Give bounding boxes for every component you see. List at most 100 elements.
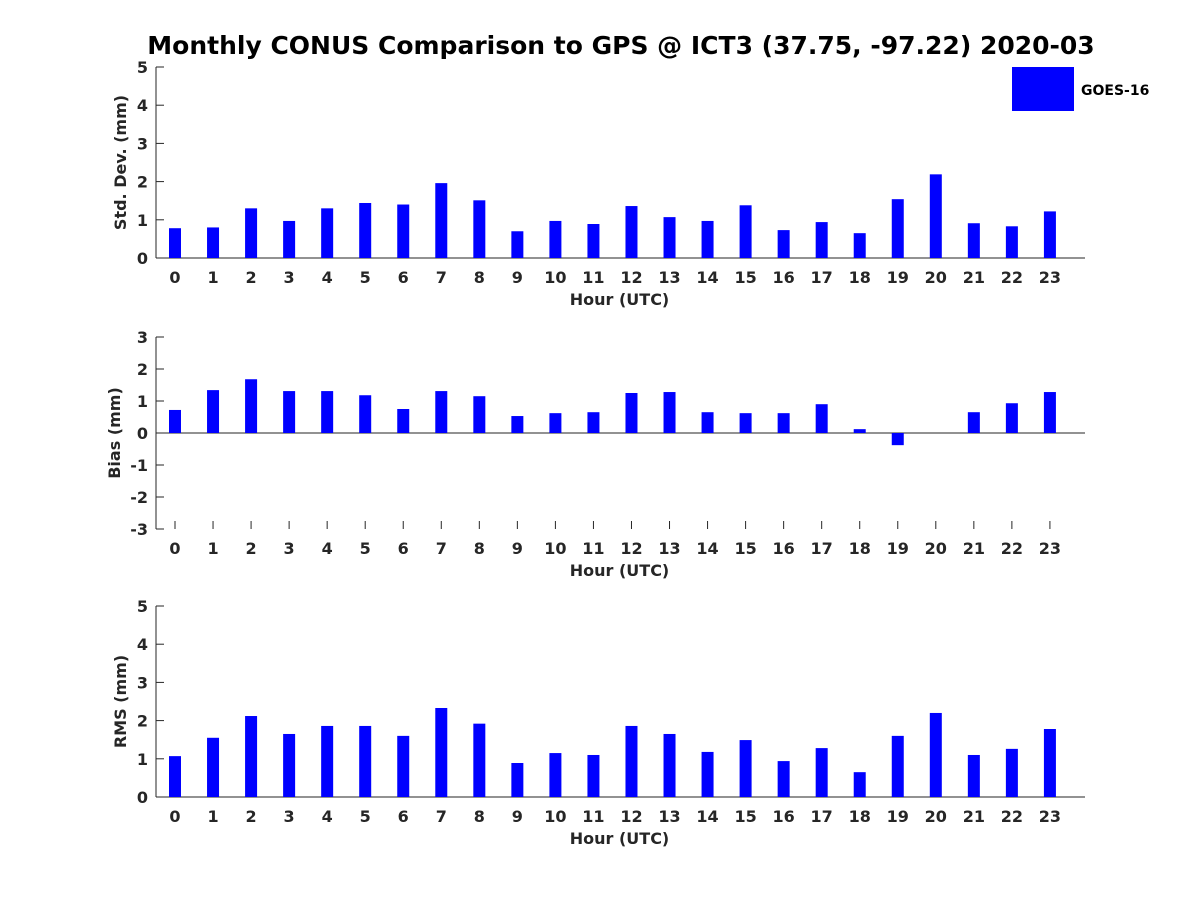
bar-hour-19 xyxy=(891,735,904,797)
bar-hour-5 xyxy=(359,725,372,797)
y-tick-label: -1 xyxy=(130,456,148,475)
x-tick-label: 2 xyxy=(246,807,257,826)
y-axis-label: Std. Dev. (mm) xyxy=(111,95,130,230)
x-tick-label: 18 xyxy=(849,268,871,287)
bar-hour-4 xyxy=(321,725,334,797)
y-tick-label: -3 xyxy=(130,520,148,539)
bar-hour-6 xyxy=(397,204,410,258)
bar-hour-10 xyxy=(549,413,562,433)
x-tick-label: 11 xyxy=(582,807,604,826)
bar-hour-20 xyxy=(929,174,942,258)
bar-hour-7 xyxy=(435,183,448,258)
x-tick-label: 9 xyxy=(512,268,523,287)
bar-hour-6 xyxy=(397,735,410,797)
bar-hour-11 xyxy=(587,754,600,797)
bar-hour-11 xyxy=(587,224,600,258)
x-tick-label: 23 xyxy=(1039,539,1061,558)
x-tick-label: 19 xyxy=(887,807,909,826)
bar-hour-13 xyxy=(663,733,676,797)
x-axis-label: Hour (UTC) xyxy=(570,561,670,580)
x-tick-label: 15 xyxy=(734,539,756,558)
x-tick-label: 7 xyxy=(436,539,447,558)
bar-hour-22 xyxy=(1005,748,1018,797)
x-tick-label: 14 xyxy=(696,807,718,826)
x-tick-label: 16 xyxy=(773,807,795,826)
bar-hour-9 xyxy=(511,416,524,433)
x-tick-label: 14 xyxy=(696,268,718,287)
bar-hour-21 xyxy=(967,754,980,797)
bar-hour-0 xyxy=(169,756,181,797)
bar-hour-3 xyxy=(283,220,296,258)
x-tick-label: 9 xyxy=(512,539,523,558)
bar-hour-13 xyxy=(663,392,676,433)
legend-label-goes16: GOES-16 xyxy=(1081,83,1149,99)
bar-hour-15 xyxy=(739,740,752,797)
bar-hour-18 xyxy=(853,772,866,797)
x-tick-label: 2 xyxy=(246,268,257,287)
y-tick-label: 1 xyxy=(137,750,148,769)
x-tick-label: 10 xyxy=(544,807,566,826)
x-tick-label: 16 xyxy=(773,268,795,287)
x-tick-label: 21 xyxy=(963,539,985,558)
x-tick-label: 3 xyxy=(284,807,295,826)
bar-hour-3 xyxy=(283,733,296,797)
x-tick-label: 17 xyxy=(811,268,833,287)
figure-title: Monthly CONUS Comparison to GPS @ ICT3 (… xyxy=(147,31,1094,60)
x-axis-label: Hour (UTC) xyxy=(570,290,670,309)
x-tick-label: 5 xyxy=(360,807,371,826)
y-tick-label: -2 xyxy=(130,488,148,507)
bar-hour-13 xyxy=(663,217,676,258)
bar-hour-23 xyxy=(1043,392,1056,433)
bar-hour-2 xyxy=(245,716,258,797)
x-tick-label: 15 xyxy=(734,807,756,826)
bar-hour-18 xyxy=(853,233,866,258)
x-tick-label: 7 xyxy=(436,268,447,287)
y-tick-label: 2 xyxy=(137,360,148,379)
bar-hour-7 xyxy=(435,391,448,433)
y-tick-label: 3 xyxy=(137,134,148,153)
x-tick-label: 11 xyxy=(582,268,604,287)
x-tick-label: 12 xyxy=(620,268,642,287)
legend: GOES-16 xyxy=(1012,67,1149,111)
bar-hour-11 xyxy=(587,412,600,433)
bar-hour-22 xyxy=(1005,403,1018,433)
bar-hour-23 xyxy=(1043,211,1056,258)
y-tick-label: 4 xyxy=(137,635,148,654)
bar-hour-17 xyxy=(815,404,828,433)
bar-hour-17 xyxy=(815,222,828,258)
y-axis-label: RMS (mm) xyxy=(111,655,130,748)
y-tick-label: 5 xyxy=(137,597,148,616)
bar-hour-21 xyxy=(967,223,980,258)
bar-hour-1 xyxy=(207,737,220,797)
bar-hour-20 xyxy=(929,712,942,797)
x-tick-label: 0 xyxy=(169,539,180,558)
y-tick-label: 0 xyxy=(137,788,148,807)
bar-hour-1 xyxy=(207,227,220,258)
y-tick-label: 0 xyxy=(137,249,148,268)
x-tick-label: 20 xyxy=(925,268,947,287)
x-tick-label: 23 xyxy=(1039,268,1061,287)
x-tick-label: 10 xyxy=(544,268,566,287)
bar-hour-17 xyxy=(815,748,828,797)
x-tick-label: 4 xyxy=(322,539,333,558)
bar-hour-15 xyxy=(739,413,752,433)
x-tick-label: 9 xyxy=(512,807,523,826)
x-tick-label: 11 xyxy=(582,539,604,558)
x-tick-label: 15 xyxy=(734,268,756,287)
bar-hour-8 xyxy=(473,200,486,258)
x-tick-label: 6 xyxy=(398,539,409,558)
bar-hour-5 xyxy=(359,395,372,433)
bar-hour-9 xyxy=(511,231,524,258)
y-axis-label: Bias (mm) xyxy=(105,387,124,479)
x-axis-label: Hour (UTC) xyxy=(570,829,670,848)
x-tick-label: 13 xyxy=(658,807,680,826)
bar-hour-4 xyxy=(321,391,334,433)
bar-hour-16 xyxy=(777,761,790,797)
x-tick-label: 0 xyxy=(169,807,180,826)
x-tick-label: 12 xyxy=(620,807,642,826)
bar-hour-2 xyxy=(245,208,258,258)
y-tick-label: 5 xyxy=(137,58,148,77)
